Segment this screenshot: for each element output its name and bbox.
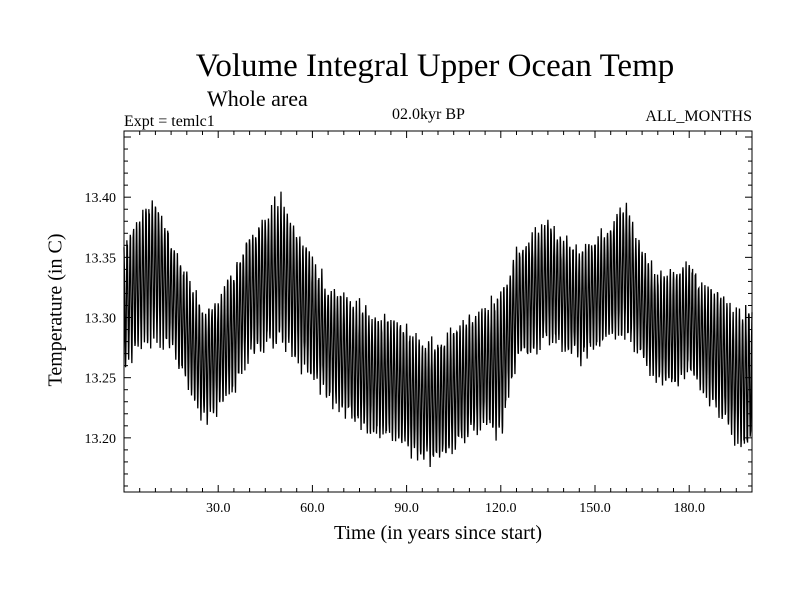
series-layer (123, 191, 753, 468)
y-tick-label: 13.25 (85, 372, 117, 387)
y-tick-label: 13.20 (85, 432, 117, 447)
y-axis-label: Temperature (in C) (44, 233, 67, 387)
x-tick-label: 30.0 (206, 501, 231, 516)
y-tick-label: 13.35 (85, 251, 117, 266)
chart-subtitle: Whole area (207, 86, 308, 111)
months-label: ALL_MONTHS (645, 108, 752, 125)
x-tick-label: 180.0 (673, 501, 705, 516)
experiment-label: Expt = temlc1 (124, 113, 215, 130)
period-label: 02.0kyr BP (392, 106, 465, 123)
temperature-series-line (123, 191, 753, 468)
x-tick-label: 120.0 (485, 501, 517, 516)
x-tick-label: 150.0 (579, 501, 611, 516)
x-tick-label: 90.0 (394, 501, 419, 516)
chart-title: Volume Integral Upper Ocean Temp (195, 48, 675, 84)
y-tick-label: 13.30 (85, 312, 117, 327)
axis-layer: 30.0 60.0 90.0 120.0 150.0 180.0 13.20 13.25 13.… (85, 131, 752, 516)
x-tick-label: 60.0 (300, 501, 325, 516)
x-axis-label: Time (in years since start) (333, 522, 543, 544)
y-tick-label: 13.40 (85, 191, 117, 206)
